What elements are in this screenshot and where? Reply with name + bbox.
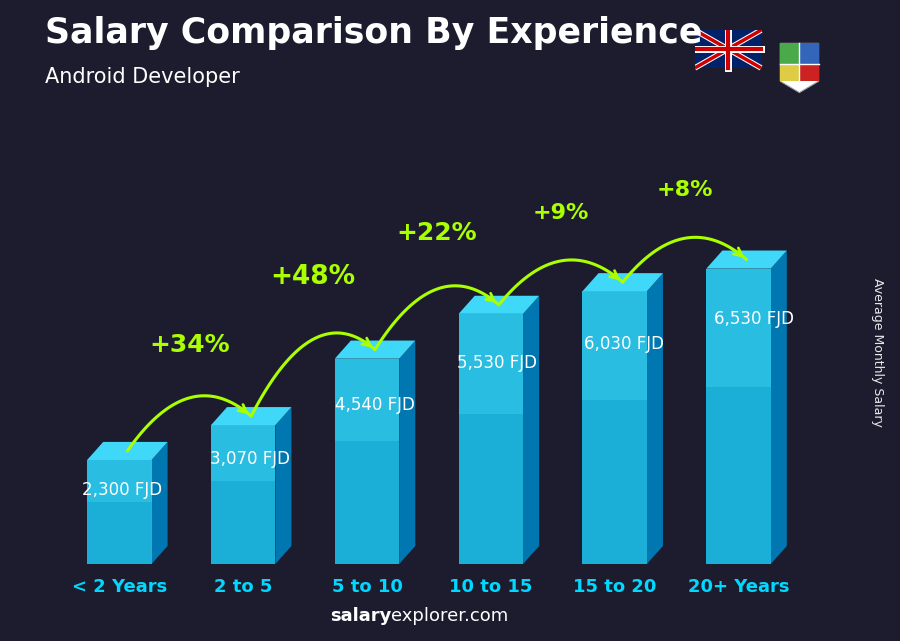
Polygon shape [706, 269, 770, 564]
Text: 4,540 FJD: 4,540 FJD [335, 395, 415, 413]
Text: Android Developer: Android Developer [45, 67, 239, 87]
Text: +22%: +22% [397, 221, 477, 246]
Text: 6,030 FJD: 6,030 FJD [584, 335, 663, 353]
Polygon shape [780, 64, 799, 81]
Polygon shape [459, 314, 523, 414]
Polygon shape [275, 407, 292, 564]
Text: 2,300 FJD: 2,300 FJD [82, 481, 162, 499]
Polygon shape [459, 314, 523, 564]
Polygon shape [799, 44, 819, 64]
Text: +9%: +9% [533, 203, 589, 222]
Text: Salary Comparison By Experience: Salary Comparison By Experience [45, 16, 702, 50]
Polygon shape [706, 251, 787, 269]
Polygon shape [706, 269, 770, 387]
Polygon shape [87, 460, 151, 502]
Polygon shape [400, 340, 415, 564]
Polygon shape [87, 442, 167, 460]
Polygon shape [335, 359, 400, 564]
Polygon shape [695, 30, 761, 68]
Polygon shape [335, 340, 415, 359]
Text: 6,530 FJD: 6,530 FJD [714, 310, 794, 328]
Text: Average Monthly Salary: Average Monthly Salary [871, 278, 884, 427]
Polygon shape [211, 407, 292, 425]
Polygon shape [582, 291, 647, 401]
Polygon shape [582, 273, 663, 291]
Polygon shape [211, 425, 275, 481]
Polygon shape [780, 44, 799, 64]
Text: 5,530 FJD: 5,530 FJD [457, 354, 537, 372]
Polygon shape [780, 44, 819, 92]
Polygon shape [523, 296, 539, 564]
Polygon shape [770, 251, 787, 564]
Text: +48%: +48% [271, 264, 356, 290]
Polygon shape [87, 460, 151, 564]
Polygon shape [459, 296, 539, 314]
Text: 3,070 FJD: 3,070 FJD [210, 450, 290, 468]
Polygon shape [582, 291, 647, 564]
Polygon shape [211, 425, 275, 564]
Polygon shape [647, 273, 663, 564]
Text: salary: salary [330, 607, 392, 625]
Text: explorer.com: explorer.com [392, 607, 508, 625]
Polygon shape [151, 442, 167, 564]
Polygon shape [799, 64, 819, 81]
Polygon shape [335, 359, 400, 441]
Text: +8%: +8% [656, 180, 713, 200]
Text: +34%: +34% [149, 333, 230, 356]
